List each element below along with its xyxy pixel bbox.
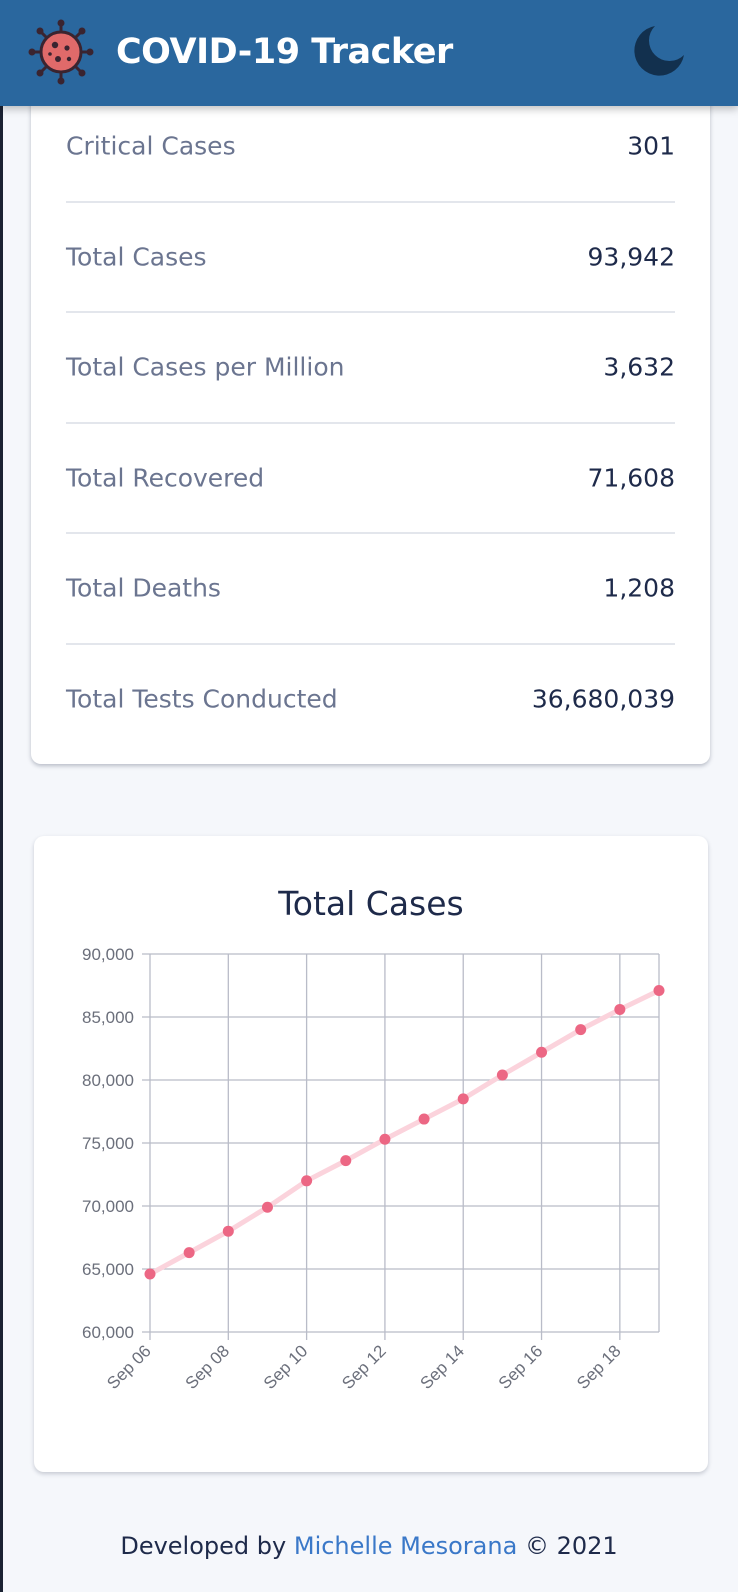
y-tick-label: 85,000 xyxy=(82,1008,134,1027)
data-point xyxy=(183,1247,195,1259)
stat-row-total-recovered: Total Recovered 71,608 xyxy=(66,422,675,534)
y-tick-label: 65,000 xyxy=(82,1260,134,1279)
data-point xyxy=(496,1069,508,1081)
moon-icon[interactable] xyxy=(630,22,688,80)
data-point xyxy=(536,1046,548,1058)
stat-row-total-deaths: Total Deaths 1,208 xyxy=(66,532,675,644)
data-point xyxy=(222,1225,234,1237)
x-tick-label: Sep 06 xyxy=(103,1341,155,1393)
stat-value: 3,632 xyxy=(603,352,675,382)
x-tick-label: Sep 08 xyxy=(182,1341,234,1393)
stat-value: 36,680,039 xyxy=(531,684,675,714)
data-point xyxy=(418,1113,430,1125)
stat-value: 71,608 xyxy=(587,463,675,493)
y-tick-label: 60,000 xyxy=(82,1323,134,1342)
window-left-edge xyxy=(0,0,3,1592)
app-header: COVID-19 Tracker xyxy=(0,0,738,106)
total-cases-chart: 90,000 85,000 80,000 75,000 70,000 65,000 60,0… xyxy=(82,945,665,1393)
stat-value: 301 xyxy=(627,131,675,161)
virus-icon xyxy=(28,19,94,85)
divider xyxy=(66,422,675,424)
x-tick-label: Sep 12 xyxy=(338,1341,390,1393)
stat-label: Total Tests Conducted xyxy=(66,684,338,714)
y-tick-label: 90,000 xyxy=(82,945,134,964)
x-tick-label: Sep 14 xyxy=(417,1341,469,1393)
stat-label: Total Cases per Million xyxy=(66,352,345,382)
data-point xyxy=(457,1093,469,1105)
x-tick-label: Sep 16 xyxy=(495,1341,547,1393)
stat-label: Total Cases xyxy=(66,242,207,272)
chart-card: Total Cases 90,000 85,000 80,000 75,000 70,0… xyxy=(34,836,708,1472)
divider xyxy=(66,311,675,313)
x-tick-label: Sep 18 xyxy=(573,1341,625,1393)
stat-value: 93,942 xyxy=(587,242,675,272)
y-tick-label: 75,000 xyxy=(82,1134,134,1153)
y-tick-label: 70,000 xyxy=(82,1197,134,1216)
y-tick-label: 80,000 xyxy=(82,1071,134,1090)
author-link[interactable]: Michelle Mesorana xyxy=(293,1532,518,1560)
stat-row-total-cases: Total Cases 93,942 xyxy=(66,201,675,313)
divider xyxy=(66,532,675,534)
footer: Developed by Michelle Mesorana © 2021 xyxy=(0,1532,738,1560)
data-point xyxy=(301,1175,313,1187)
divider xyxy=(66,643,675,645)
data-point xyxy=(340,1155,352,1167)
stats-card: Critical Cases 301 Total Cases 93,942 To… xyxy=(31,60,710,764)
stat-label: Total Recovered xyxy=(66,463,265,493)
chart-title: Total Cases xyxy=(278,884,464,923)
stat-value: 1,208 xyxy=(603,573,675,603)
data-point xyxy=(144,1268,156,1280)
data-point xyxy=(614,1003,626,1015)
data-point xyxy=(261,1201,273,1213)
app-title: COVID-19 Tracker xyxy=(116,32,453,72)
stat-label: Critical Cases xyxy=(66,131,236,161)
data-point xyxy=(653,985,665,997)
footer-prefix: Developed by xyxy=(120,1532,287,1560)
stat-label: Total Deaths xyxy=(66,573,221,603)
x-tick-label: Sep 10 xyxy=(260,1341,312,1393)
footer-suffix: © 2021 xyxy=(524,1532,618,1560)
data-point xyxy=(379,1133,391,1145)
stat-row-cases-per-million: Total Cases per Million 3,632 xyxy=(66,311,675,423)
stat-row-critical-cases: Critical Cases 301 xyxy=(66,90,675,202)
stat-row-total-tests: Total Tests Conducted 36,680,039 xyxy=(66,643,675,755)
divider xyxy=(66,201,675,203)
series-line xyxy=(148,988,661,1277)
data-point xyxy=(575,1024,587,1036)
